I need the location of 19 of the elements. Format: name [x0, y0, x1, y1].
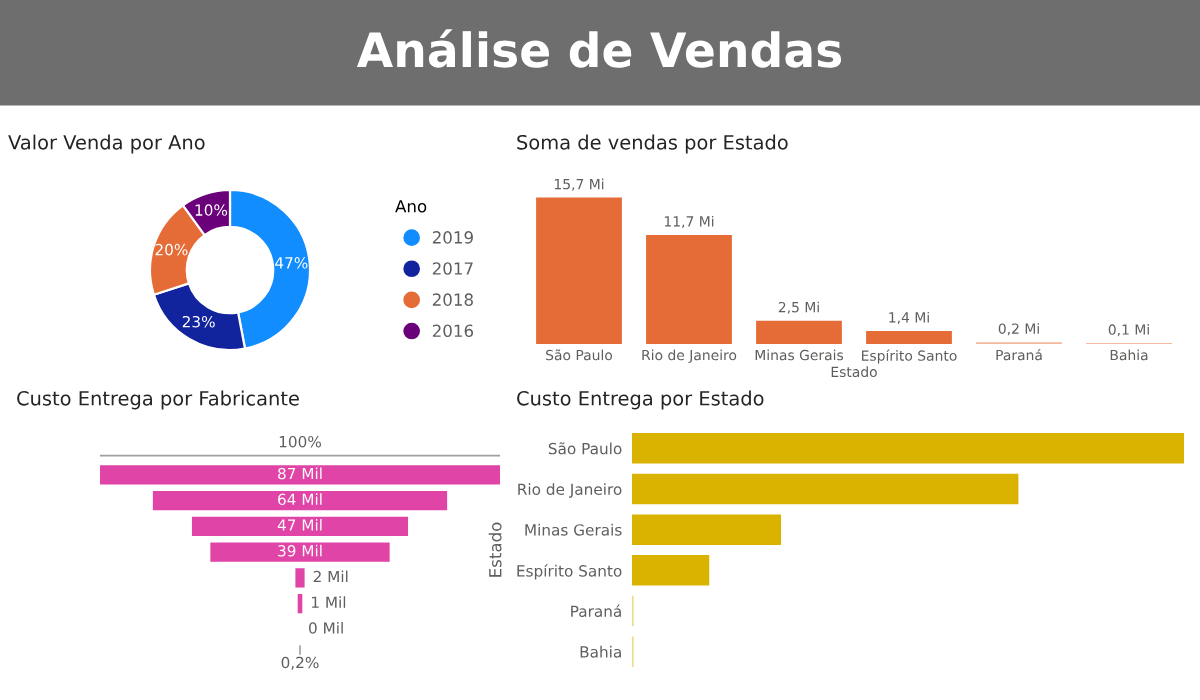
bar: [646, 234, 732, 344]
text: Análise de Vendas: [356, 29, 842, 68]
y-axis-title: Estado: [488, 522, 502, 577]
bar: [632, 433, 1184, 464]
legend-label: 2017: [432, 262, 473, 275]
chart-title: Valor Venda por Ano: [8, 134, 205, 154]
legend-label: 2016: [432, 324, 474, 338]
text: Custo Entrega por Fabricante: [17, 390, 299, 410]
bar: [536, 197, 622, 344]
bar: [756, 320, 842, 344]
chart-title: Custo Entrega por Estado: [517, 390, 764, 410]
legend-label: 2019: [432, 231, 473, 244]
bar: [632, 514, 782, 545]
legend-title: Ano: [395, 200, 427, 213]
legend-label: 2018: [432, 293, 473, 306]
chart-title: Soma de vendas por Estado: [517, 134, 788, 154]
bar: [866, 330, 952, 344]
bar: [632, 555, 710, 586]
bar: [632, 473, 1019, 505]
